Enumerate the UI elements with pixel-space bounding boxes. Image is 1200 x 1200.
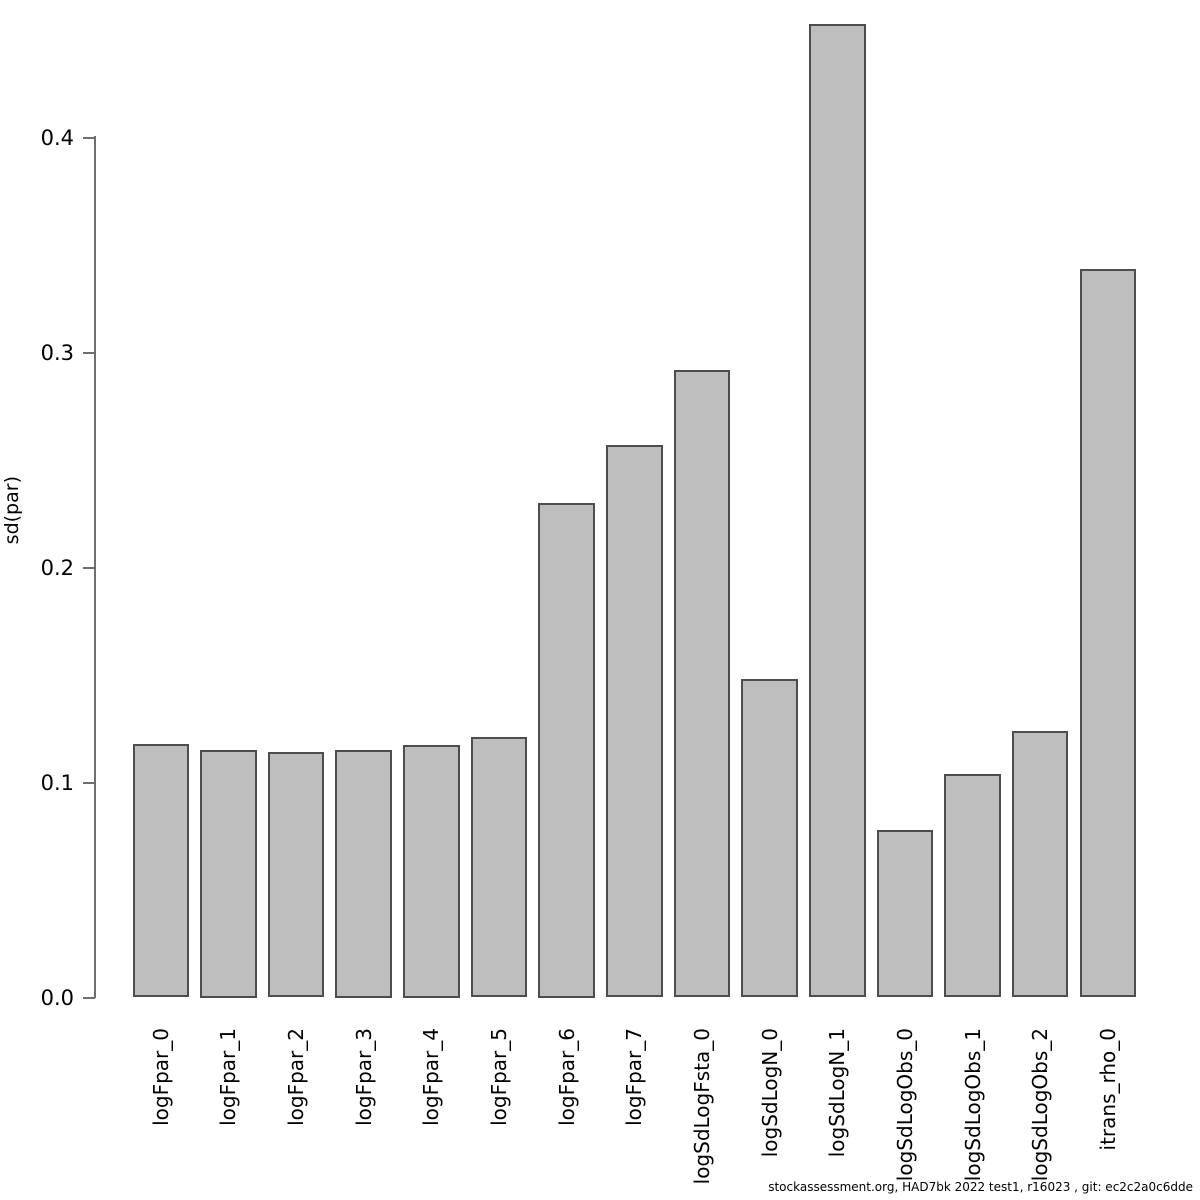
x-label-logFpar_4: logFpar_4 (419, 1028, 444, 1126)
bar-logSdLogObs_1 (944, 773, 1001, 998)
bar-logFpar_2 (267, 752, 325, 998)
x-label-logFpar_5: logFpar_5 (487, 1028, 511, 1126)
bar-logSdLogObs_0 (876, 829, 934, 998)
x-label-logFpar_6: logFpar_6 (554, 1028, 579, 1126)
y-tick-label-0.4: 0.4 (40, 125, 74, 150)
x-label-logSdLogFsta_0: logSdLogFsta_0 (689, 1028, 714, 1185)
bar-logFpar_4 (403, 744, 460, 998)
y-tick-0.3 (83, 351, 95, 354)
y-axis-title: sd(par) (1, 476, 23, 545)
y-tick-0.2 (83, 566, 95, 569)
x-label-logSdLogN_0: logSdLogN_0 (757, 1028, 782, 1158)
x-label-logFpar_2: logFpar_2 (284, 1028, 309, 1126)
bar-logSdLogObs_2 (1011, 730, 1069, 998)
y-tick-label-0.1: 0.1 (40, 770, 74, 795)
x-label-logSdLogObs_1: logSdLogObs_1 (960, 1028, 985, 1182)
x-label-itrans_rho_0: itrans_rho_0 (1095, 1028, 1120, 1151)
y-axis-line (94, 136, 96, 998)
x-label-logFpar_0: logFpar_0 (148, 1028, 173, 1126)
y-tick-label-0.3: 0.3 (40, 340, 74, 365)
bar-itrans_rho_0 (1079, 268, 1137, 998)
x-label-logFpar_1: logFpar_1 (216, 1028, 241, 1126)
y-tick-label-0.0: 0.0 (40, 985, 74, 1010)
bar-logSdLogFsta_0 (673, 369, 731, 998)
x-label-logFpar_7: logFpar_7 (622, 1028, 647, 1126)
bar-logFpar_6 (538, 503, 595, 998)
y-tick-0.0 (83, 996, 95, 999)
x-label-logSdLogObs_2: logSdLogObs_2 (1028, 1028, 1053, 1182)
bar-logFpar_3 (335, 750, 392, 998)
bar-logSdLogN_1 (809, 23, 866, 998)
bar-logFpar_5 (470, 737, 528, 998)
x-label-logSdLogObs_0: logSdLogObs_0 (892, 1028, 917, 1182)
x-label-logSdLogN_1: logSdLogN_1 (825, 1028, 850, 1158)
bar-logFpar_1 (200, 750, 257, 998)
bar-logFpar_7 (606, 444, 663, 998)
y-tick-label-0.2: 0.2 (40, 555, 74, 580)
footer-citation: stockassessment.org, HAD7bk 2022 test1, … (768, 1180, 1193, 1194)
y-tick-0.4 (83, 136, 95, 139)
bar-logSdLogN_0 (741, 679, 798, 998)
x-label-logFpar_3: logFpar_3 (351, 1028, 376, 1126)
bar-logFpar_0 (132, 743, 189, 998)
y-tick-0.1 (83, 781, 95, 784)
